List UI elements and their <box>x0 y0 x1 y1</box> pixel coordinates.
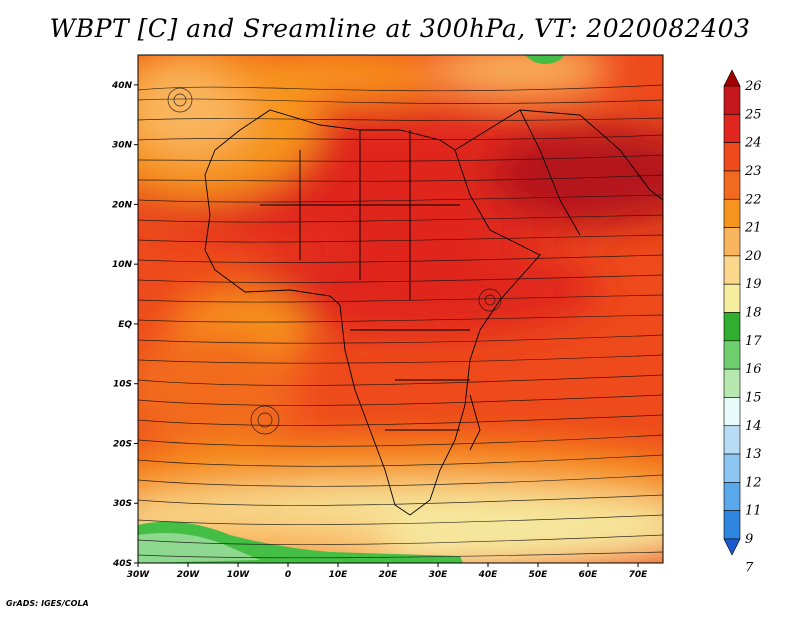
colorbar-segment <box>723 198 741 228</box>
lon-label: 20E <box>379 570 399 580</box>
lon-label: 50E <box>529 570 549 580</box>
colorbar-segment <box>723 510 741 540</box>
colorbar-segment <box>723 397 741 427</box>
lon-label: 10W <box>227 570 251 580</box>
country-borders <box>204 109 663 516</box>
colorbar: 26 25 24 23 22 21 20 19 18 17 16 15 14 13 12 11 9 7 <box>723 69 762 575</box>
colorbar-segment <box>723 425 741 455</box>
colorbar-label: 23 <box>744 164 762 179</box>
lat-label: EQ <box>118 320 132 330</box>
colorbar-segment <box>723 170 741 200</box>
lat-label: 20N <box>112 200 133 210</box>
colorbar-label: 26 <box>744 79 762 94</box>
colorbar-segment <box>723 227 741 257</box>
colorbar-segment <box>723 114 741 143</box>
lon-label: 20W <box>177 570 201 580</box>
colorbar-label: 12 <box>745 475 762 490</box>
colorbar-label: 25 <box>744 107 762 122</box>
colorbar-top-triangle <box>723 69 741 87</box>
colorbar-segment <box>723 340 741 370</box>
colorbar-label: 20 <box>744 249 762 264</box>
colorbar-label: 16 <box>745 362 762 377</box>
lon-label: 0 <box>285 570 291 580</box>
lon-label: 30E <box>429 570 449 580</box>
colorbar-label: 15 <box>745 390 762 405</box>
colorbar-label: 18 <box>745 306 762 321</box>
lon-label: 40E <box>478 570 499 580</box>
colorbar-label: 11 <box>745 504 762 519</box>
colorbar-label: 24 <box>744 136 762 151</box>
colorbar-segment <box>723 255 741 285</box>
lat-label: 40S <box>112 559 132 569</box>
colorbar-segment <box>723 368 741 398</box>
streamlines <box>138 84 663 559</box>
colorbar-segment <box>723 482 741 511</box>
colorbar-segment <box>723 85 741 115</box>
lon-label: 70E <box>629 570 649 580</box>
map-frame <box>137 54 664 564</box>
longitude-axis: 30W 20W 10W 0 10E 20E 30E 40E 50E 60E 70E <box>127 563 648 580</box>
colorbar-label: 22 <box>744 192 762 207</box>
page-title: WBPT [C] and Sreamline at 300hPa, VT: 20… <box>49 14 751 43</box>
lat-label: 10S <box>113 380 132 390</box>
colorbar-label: 19 <box>745 277 762 292</box>
lat-label: 40N <box>111 81 133 91</box>
latitude-axis: 40N 30N 20N 10N EQ 10S 20S 30S 40S <box>111 81 138 569</box>
lon-label: 10E <box>329 570 349 580</box>
colorbar-label: 17 <box>745 334 762 349</box>
colorbar-label: 7 <box>745 560 754 575</box>
colorbar-label: 13 <box>745 447 762 462</box>
lat-label: 30S <box>113 499 132 509</box>
colorbar-bottom-triangle <box>723 538 741 556</box>
lat-label: 30N <box>112 141 133 151</box>
temperature-fill <box>138 55 663 563</box>
colorbar-segment <box>723 142 741 172</box>
colorbar-label: 14 <box>745 419 762 434</box>
colorbar-segment <box>723 283 741 313</box>
lat-label: 10N <box>112 260 133 270</box>
grads-credit: GrADS: IGES/COLA <box>6 599 89 608</box>
colorbar-label: 21 <box>744 221 762 236</box>
colorbar-label: 9 <box>745 532 753 547</box>
lon-label: 30W <box>127 570 151 580</box>
colorbar-segment <box>723 312 741 342</box>
lat-label: 20S <box>113 439 132 449</box>
lon-label: 60E <box>579 570 599 580</box>
colorbar-segment <box>723 453 741 483</box>
